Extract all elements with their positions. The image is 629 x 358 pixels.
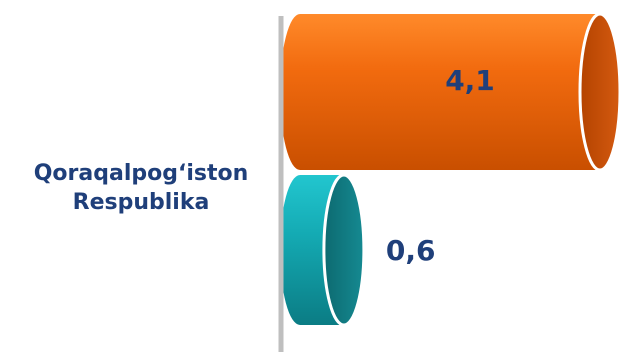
data-label: 4,1 — [445, 64, 495, 97]
bar-qoraqalpogiston — [280, 14, 620, 170]
category-label-line-1: Qoraqalpog‘iston — [33, 161, 249, 186]
bar-qoraqalpogiston-end-cap — [578, 12, 622, 172]
data-label: 0,6 — [386, 234, 436, 267]
category-label-line-2: Respublika — [72, 189, 210, 215]
category-label: Qoraqalpog‘iston Respublika — [10, 160, 272, 217]
bar-respublika-end-cap — [322, 173, 366, 327]
